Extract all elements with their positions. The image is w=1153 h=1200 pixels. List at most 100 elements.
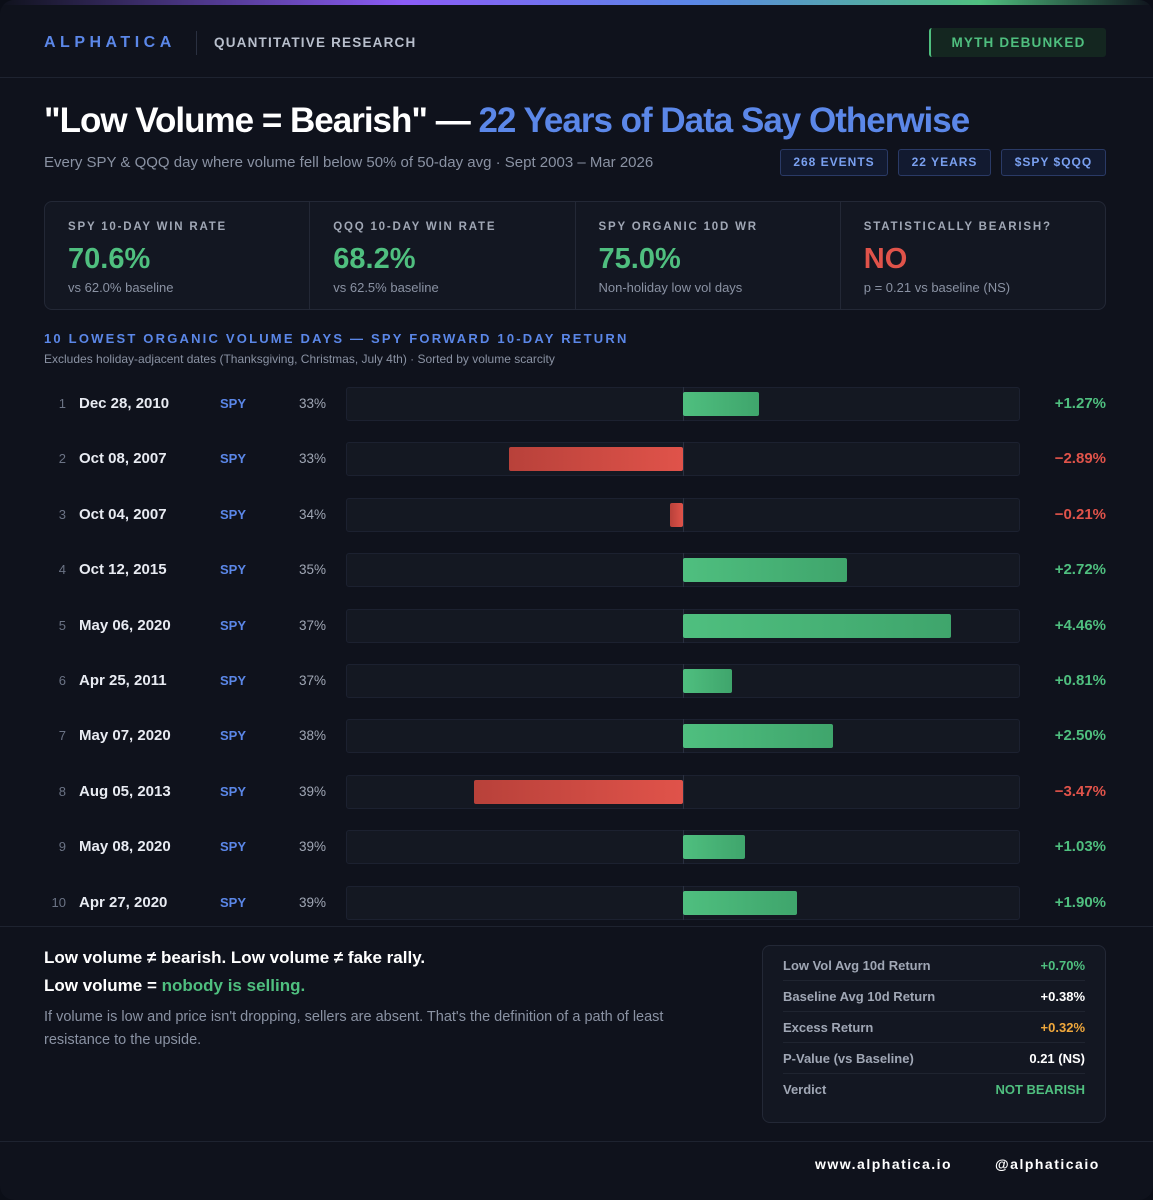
row-volume-pct: 39% (299, 783, 327, 799)
divider (196, 31, 197, 55)
row-ticker: SPY (220, 506, 247, 522)
return-label: +4.46% (1054, 616, 1106, 634)
stat-note: vs 62.5% baseline (333, 280, 439, 295)
return-label: −3.47% (1054, 782, 1106, 800)
conclusion-prefix: Low volume = (44, 976, 162, 995)
row-ticker: SPY (220, 783, 247, 799)
row-ticker: SPY (220, 673, 247, 688)
myth-debunked-badge: MYTH DEBUNKED (929, 28, 1106, 57)
brand-logo: ALPHATICA (44, 34, 176, 51)
website-link[interactable]: www.alphatica.io (815, 1156, 953, 1172)
brand-subtitle: QUANTITATIVE RESEARCH (214, 35, 417, 50)
row-rank: 3 (58, 506, 66, 522)
row-rank: 10 (51, 894, 66, 910)
summary-key: Baseline Avg 10d Return (783, 989, 936, 1004)
return-bar (683, 890, 798, 915)
stat-card: SPY ORGANIC 10D WR 75.0% Non-holiday low v… (576, 202, 841, 309)
stat-label: SPY 10-DAY WIN RATE (68, 221, 228, 233)
summary-value: +0.70% (1040, 958, 1085, 973)
events-pill: 268 EVENTS (780, 149, 888, 176)
title-part2: 22 Years of Data Say Otherwise (478, 101, 970, 140)
row-ticker: SPY (220, 396, 247, 411)
summary-row: P-Value (vs Baseline) 0.21 (NS) (783, 1043, 1085, 1074)
row-rank: 8 (58, 783, 66, 799)
summary-row: Verdict NOT BEARISH (783, 1074, 1085, 1105)
title-part1: "Low Volume = Bearish" — (44, 101, 479, 140)
stat-note: vs 62.0% baseline (68, 280, 174, 295)
row-rank: 5 (58, 617, 66, 633)
row-rank: 4 (58, 562, 66, 578)
header: ALPHATICA QUANTITATIVE RESEARCH MYTH DEB… (0, 0, 1153, 78)
summary-key: Excess Return (783, 1020, 874, 1035)
summary-key: Low Vol Avg 10d Return (783, 958, 931, 973)
return-label: +0.81% (1054, 672, 1106, 689)
summary-table: Low Vol Avg 10d Return +0.70% Baseline Avg… (762, 945, 1106, 1123)
return-bar (683, 724, 834, 749)
row-volume-pct: 33% (299, 451, 327, 467)
section-subtitle: Excludes holiday-adjacent dates (Thanksg… (44, 352, 555, 366)
row-date: Apr 27, 2020 (79, 893, 168, 911)
row-ticker: SPY (220, 451, 247, 467)
row-date: Dec 28, 2010 (79, 395, 170, 412)
row-volume-pct: 34% (299, 506, 327, 522)
row-ticker: SPY (220, 617, 247, 633)
summary-row: Excess Return +0.32% (783, 1012, 1085, 1043)
stat-card: QQQ 10-DAY WIN RATE 68.2% vs 62.5% baselin… (310, 202, 576, 309)
chart-row: 8 Aug 05, 2013 SPY 39% −3.47% (0, 764, 1153, 819)
row-volume-pct: 35% (299, 562, 327, 578)
return-bar (670, 502, 683, 527)
return-bar (683, 669, 732, 693)
return-bar (683, 558, 847, 583)
row-ticker: SPY (220, 562, 247, 578)
chart-row: 10 Apr 27, 2020 SPY 39% +1.90% (0, 875, 1153, 930)
row-date: May 08, 2020 (79, 838, 171, 856)
row-date: Aug 05, 2013 (79, 782, 171, 800)
return-label: +1.03% (1054, 838, 1106, 856)
summary-key: P-Value (vs Baseline) (783, 1051, 914, 1066)
row-ticker: SPY (220, 839, 247, 855)
stat-label: SPY ORGANIC 10D WR (598, 221, 758, 233)
social-handle[interactable]: @alphaticaio (995, 1156, 1100, 1172)
summary-value: +0.32% (1040, 1020, 1085, 1035)
row-volume-pct: 37% (299, 673, 327, 688)
conclusion-highlight: nobody is selling. (161, 976, 306, 995)
row-date: Oct 12, 2015 (79, 561, 167, 579)
return-label: +1.90% (1054, 893, 1106, 911)
stat-card: STATISTICALLY BEARISH? NO p = 0.21 vs base… (841, 202, 1105, 309)
row-rank: 9 (58, 839, 66, 855)
stat-value: 70.6% (68, 243, 151, 275)
conclusion-body: If volume is low and price isn't droppin… (44, 1009, 664, 1048)
stat-cards: SPY 10-DAY WIN RATE 70.6% vs 62.0% baselin… (44, 201, 1106, 310)
row-date: Oct 08, 2007 (79, 450, 167, 468)
return-label: +2.72% (1054, 561, 1106, 579)
stat-value: 75.0% (598, 243, 681, 275)
return-bar (683, 392, 760, 416)
row-rank: 2 (58, 451, 66, 467)
chart-row: 4 Oct 12, 2015 SPY 35% +2.72% (0, 542, 1153, 597)
summary-value: NOT BEARISH (995, 1082, 1085, 1097)
row-date: May 06, 2020 (79, 616, 171, 634)
chart-row: 1 Dec 28, 2010 SPY 33% +1.27% (0, 376, 1153, 431)
summary-row: Low Vol Avg 10d Return +0.70% (783, 950, 1085, 981)
row-volume-pct: 39% (299, 839, 327, 855)
row-date: Apr 25, 2011 (79, 672, 167, 689)
section-title: 10 LOWEST ORGANIC VOLUME DAYS — SPY FORW… (44, 331, 629, 346)
stat-note: p = 0.21 vs baseline (NS) (863, 280, 1011, 295)
stat-label: STATISTICALLY BEARISH? (863, 221, 1052, 233)
row-date: Oct 04, 2007 (79, 505, 167, 523)
return-bar (474, 779, 683, 804)
return-label: −0.21% (1054, 505, 1106, 523)
chart-row: 7 May 07, 2020 SPY 38% +2.50% (0, 708, 1153, 763)
divider (0, 926, 1153, 927)
return-label: −2.89% (1054, 450, 1106, 468)
tickers-pill: $SPY $QQQ (1001, 149, 1106, 176)
page-title: "Low Volume = Bearish" — 22 Years of Dat… (44, 101, 970, 141)
row-volume-pct: 37% (299, 617, 327, 633)
chart-row: 6 Apr 25, 2011 SPY 37% +0.81% (0, 653, 1153, 708)
stat-value: 68.2% (333, 243, 416, 275)
page-subtitle: Every SPY & QQQ day where volume fell be… (44, 154, 654, 171)
return-bar (683, 613, 952, 638)
zero-line (683, 442, 684, 477)
chart-row: 2 Oct 08, 2007 SPY 33% −2.89% (0, 431, 1153, 486)
